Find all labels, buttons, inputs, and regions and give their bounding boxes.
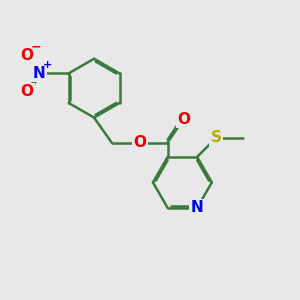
Text: S: S: [211, 130, 222, 145]
Text: N: N: [33, 66, 46, 81]
Text: O: O: [133, 135, 146, 150]
Text: O: O: [177, 112, 190, 127]
Text: N: N: [191, 200, 203, 215]
Text: O: O: [20, 48, 33, 63]
Text: +: +: [43, 60, 52, 70]
Text: −: −: [30, 40, 41, 53]
Text: O: O: [20, 84, 33, 99]
